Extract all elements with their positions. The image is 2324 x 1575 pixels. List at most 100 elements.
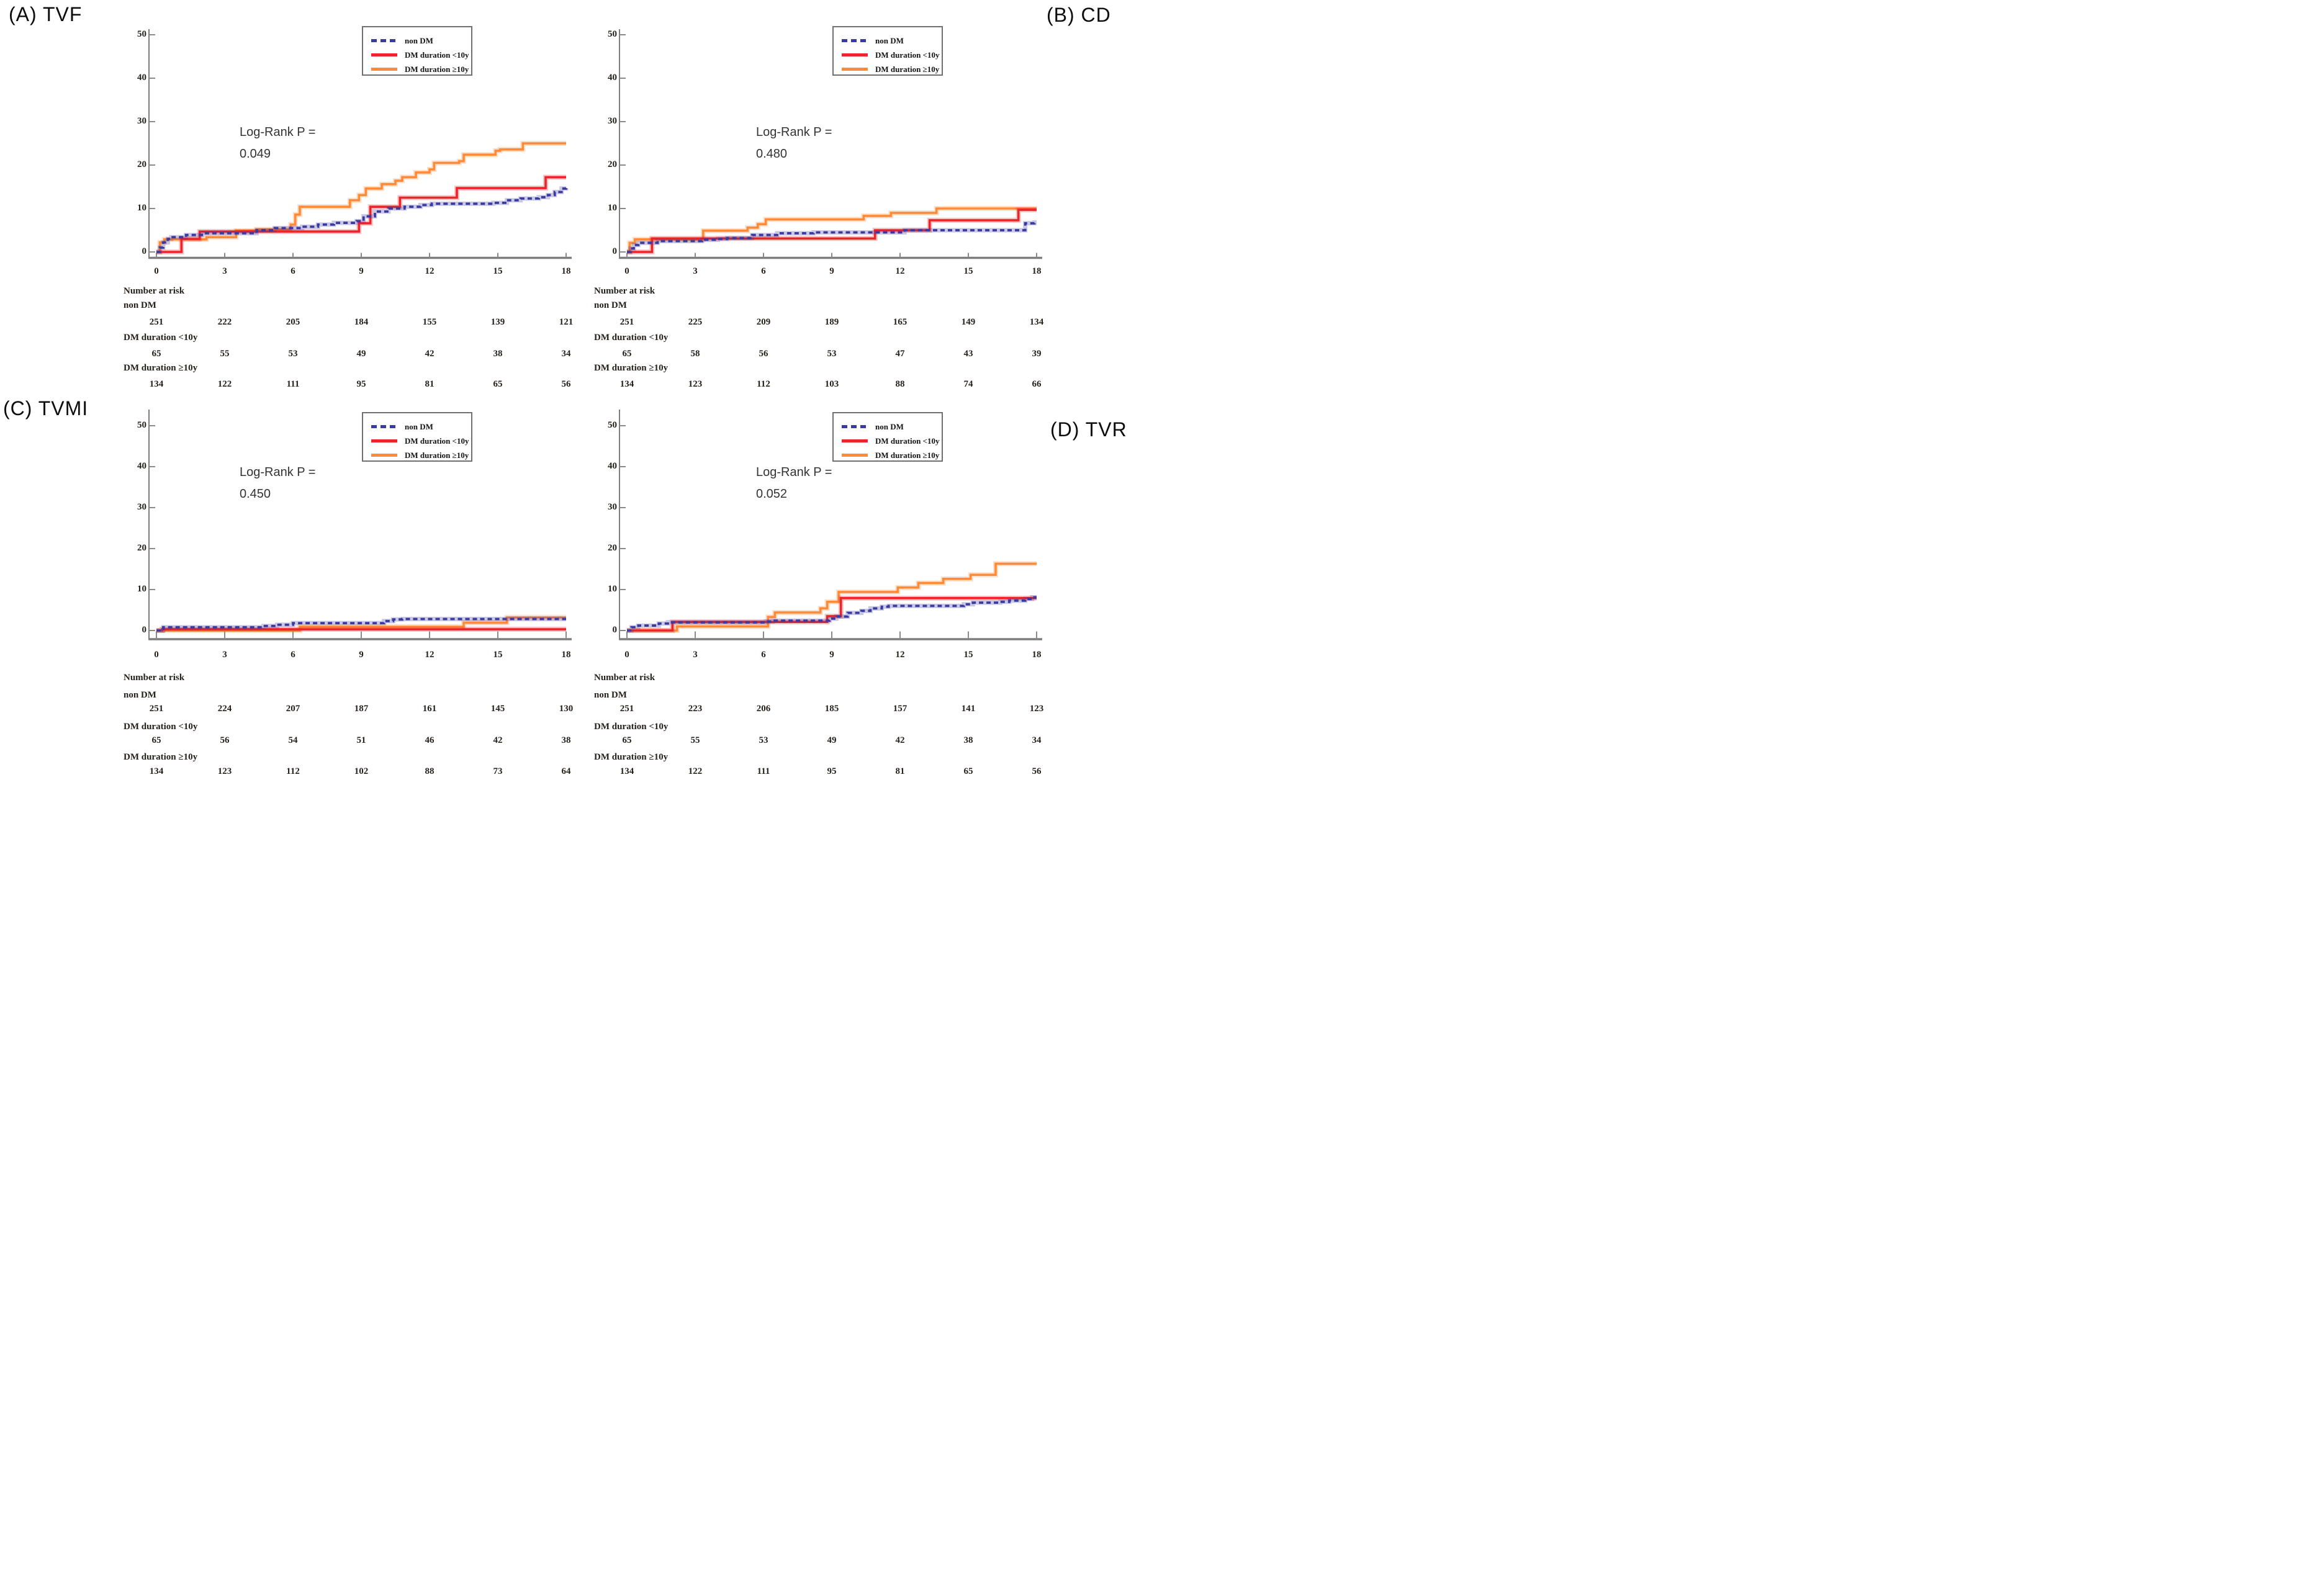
legend-row: non DM bbox=[371, 34, 471, 48]
panel-A-curve-non-dm bbox=[156, 187, 567, 253]
legend-row: non DM bbox=[842, 34, 942, 48]
panel-D-at-risk-count: 122 bbox=[688, 766, 703, 776]
panel-A-y-tick-label: 0 bbox=[142, 246, 147, 256]
panel-D-at-risk-count: 81 bbox=[895, 766, 905, 776]
panel-A-y-tick-label: 20 bbox=[137, 159, 146, 169]
panel-A-at-risk-count: 65 bbox=[151, 349, 161, 359]
legend-label: DM duration ≥10y bbox=[405, 450, 469, 460]
legend-row: DM duration ≥10y bbox=[842, 448, 942, 462]
non-dm-line-sample bbox=[842, 39, 868, 42]
legend-row: DM duration ≥10y bbox=[371, 448, 471, 462]
panel-B-y-tick-label: 20 bbox=[608, 159, 617, 169]
panel-D-at-risk-count: 111 bbox=[757, 766, 770, 776]
dm-ge10y-line-sample bbox=[371, 68, 397, 71]
panel-B-at-risk-group-label: DM duration ≥10y bbox=[594, 363, 669, 373]
panel-A-at-risk-count: 42 bbox=[425, 349, 435, 359]
panel-a-title: (A) TVF bbox=[9, 3, 83, 25]
panel-b-logrank: Log-Rank P = 0.480 bbox=[756, 122, 832, 165]
panel-C-x-tick-label: 0 bbox=[154, 650, 159, 660]
panel-B-at-risk-count: 189 bbox=[824, 317, 839, 327]
legend-row: DM duration ≥10y bbox=[371, 62, 471, 76]
logrank-value: 0.450 bbox=[240, 487, 271, 501]
panel-A-at-risk-count: 134 bbox=[149, 379, 164, 389]
panel-D-at-risk-count: 95 bbox=[827, 766, 837, 776]
panel-C-at-risk-count: 161 bbox=[422, 704, 437, 714]
plot-canvas bbox=[148, 29, 1042, 640]
panel-D-at-risk-count: 123 bbox=[1029, 704, 1044, 714]
panel-B-at-risk-count: 53 bbox=[827, 349, 837, 359]
panel-d-logrank: Log-Rank P = 0.052 bbox=[756, 462, 832, 505]
panel-C-y-tick-label: 30 bbox=[137, 502, 146, 512]
legend-row: DM duration <10y bbox=[371, 434, 471, 448]
panel-A-at-risk-count: 111 bbox=[286, 379, 300, 389]
panel-D-at-risk-count: 55 bbox=[690, 735, 700, 745]
logrank-value: 0.049 bbox=[240, 147, 271, 161]
panel-D-at-risk-count: 206 bbox=[756, 704, 771, 714]
panel-A-y-tick-label: 10 bbox=[137, 203, 146, 213]
panel-C-at-risk-count: 38 bbox=[561, 735, 571, 745]
panel-A-at-risk-count: 155 bbox=[422, 317, 437, 327]
panel-D-x-tick-label: 9 bbox=[829, 650, 834, 660]
panel-B-at-risk-count: 103 bbox=[824, 379, 839, 389]
dm-ge10y-line-sample bbox=[842, 68, 868, 71]
panel-B-at-risk-count: 225 bbox=[688, 317, 703, 327]
panel-A-at-risk-header: Number at risk bbox=[124, 286, 185, 296]
panel-D-at-risk-count: 49 bbox=[827, 735, 837, 745]
panel-c-title: (C) TVMI bbox=[3, 397, 89, 420]
panel-D-at-risk-count: 65 bbox=[963, 766, 973, 776]
panel-D-x-tick-label: 18 bbox=[1032, 650, 1042, 660]
panel-C-curve-dm-lt10y bbox=[156, 628, 567, 632]
panel-D-at-risk-header: Number at risk bbox=[594, 673, 655, 683]
non-dm-line-sample bbox=[371, 39, 397, 42]
panel-B-curve-non-dm bbox=[627, 221, 1037, 253]
panel-B-at-risk-count: 47 bbox=[895, 349, 905, 359]
panel-C-at-risk-count: 207 bbox=[286, 704, 300, 714]
panel-B-at-risk-count: 74 bbox=[963, 379, 973, 389]
panel-A-at-risk-group-label: non DM bbox=[124, 300, 156, 310]
panel-A-at-risk-group-label: DM duration ≥10y bbox=[124, 363, 198, 373]
panel-C-x-tick-label: 18 bbox=[561, 650, 571, 660]
panel-B-at-risk-count: 43 bbox=[963, 349, 973, 359]
legend-label: non DM bbox=[405, 35, 433, 45]
panel-A-at-risk-count: 38 bbox=[493, 349, 503, 359]
legend-row: DM duration <10y bbox=[371, 48, 471, 62]
panel-D-at-risk-group-label: DM duration <10y bbox=[594, 722, 669, 732]
legend-label: DM duration ≥10y bbox=[875, 64, 940, 74]
panel-D-curve-dm-ge10y bbox=[627, 562, 1037, 632]
panel-A-at-risk-count: 184 bbox=[354, 317, 369, 327]
panel-C-y-tick-label: 40 bbox=[137, 461, 146, 471]
logrank-label: Log-Rank P = bbox=[756, 465, 832, 479]
panel-B-at-risk-count: 251 bbox=[619, 317, 634, 327]
logrank-label: Log-Rank P = bbox=[240, 125, 316, 139]
legend-label: DM duration ≥10y bbox=[405, 64, 469, 74]
panel-A-at-risk-count: 53 bbox=[288, 349, 298, 359]
panel-B-at-risk-group-label: non DM bbox=[594, 300, 627, 310]
panel-D-x-tick-label: 12 bbox=[895, 650, 905, 660]
panel-C-at-risk-count: 65 bbox=[151, 735, 161, 745]
panel-D-at-risk-count: 42 bbox=[895, 735, 905, 745]
panel-B-at-risk-count: 134 bbox=[619, 379, 634, 389]
panel-D-at-risk-count: 56 bbox=[1032, 766, 1042, 776]
logrank-label: Log-Rank P = bbox=[756, 125, 832, 139]
panel-A-at-risk-count: 122 bbox=[217, 379, 232, 389]
panel-B-y-tick-label: 50 bbox=[608, 29, 617, 39]
legend-label: non DM bbox=[875, 35, 904, 45]
dm-lt10y-line-sample bbox=[842, 53, 868, 56]
panel-A-at-risk-count: 121 bbox=[559, 317, 574, 327]
panel-A-at-risk-count: 34 bbox=[561, 349, 571, 359]
panel-A-x-tick-label: 18 bbox=[561, 266, 571, 276]
panel-B-at-risk-count: 39 bbox=[1032, 349, 1042, 359]
panel-A-at-risk-count: 139 bbox=[490, 317, 505, 327]
panel-c-logrank: Log-Rank P = 0.450 bbox=[240, 462, 316, 505]
panel-C-at-risk-count: 56 bbox=[220, 735, 230, 745]
panel-B-at-risk-group-label: DM duration <10y bbox=[594, 333, 669, 343]
panel-B-at-risk-count: 88 bbox=[895, 379, 905, 389]
panel-B-at-risk-count: 149 bbox=[961, 317, 976, 327]
panel-C-at-risk-group-label: DM duration ≥10y bbox=[124, 752, 198, 762]
panel-C-at-risk-count: 112 bbox=[286, 766, 300, 776]
panel-C-curve-non-dm bbox=[156, 617, 567, 632]
legend-label: DM duration ≥10y bbox=[875, 450, 940, 460]
legend-label: DM duration <10y bbox=[875, 436, 940, 446]
panel-D-curve-dm-lt10y bbox=[627, 597, 1037, 632]
panel-C-at-risk-count: 251 bbox=[149, 704, 164, 714]
